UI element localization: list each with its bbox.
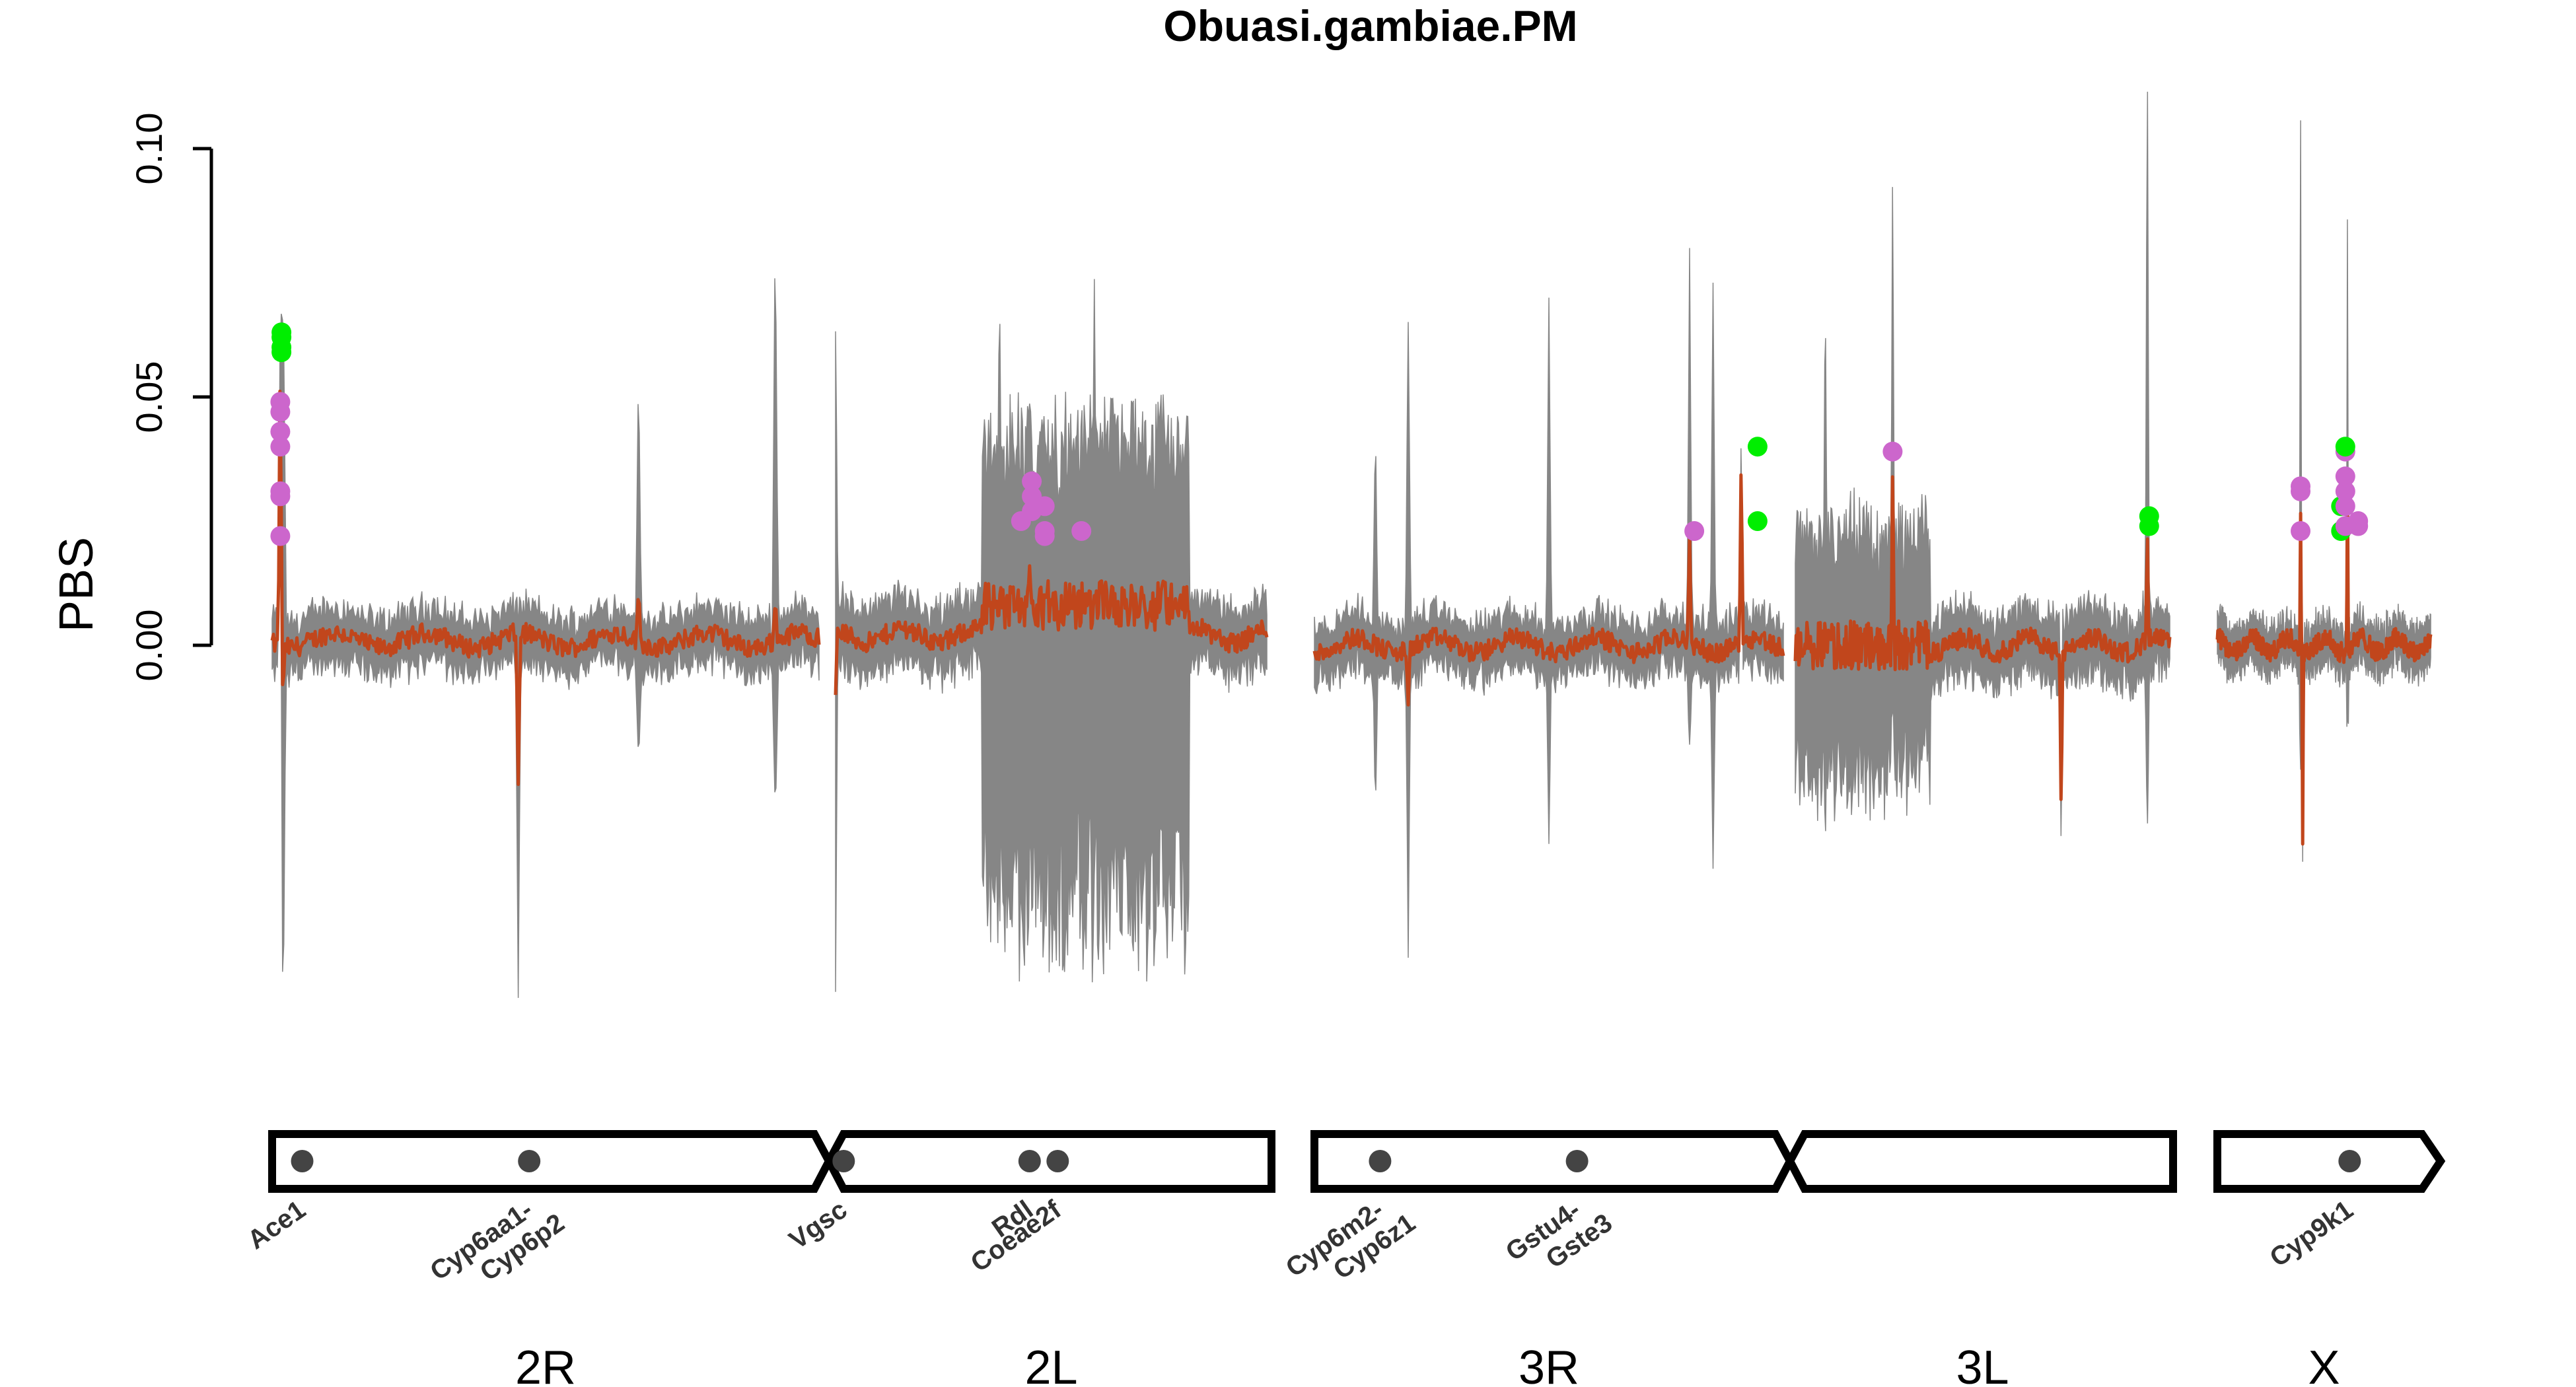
y-axis-label: PBS [50, 537, 103, 632]
y-tick-label-2: 0.10 [128, 113, 170, 185]
gene-markers [291, 1150, 2361, 1172]
highlight-point-0-4 [270, 421, 291, 442]
highlight-point-12-2 [2335, 481, 2355, 501]
band-X [2217, 120, 2431, 862]
gene-label-1: Cyp6aa1-Cyp6p2 [425, 1184, 569, 1310]
highlight-point-7-0 [1747, 511, 1768, 531]
chromosome-label-X: X [2308, 1341, 2340, 1387]
chromosome-X-outline [2213, 1130, 2446, 1193]
highlight-point-14-1 [2348, 511, 2369, 531]
highlight-point-4-1 [1034, 521, 1055, 541]
band-2L [835, 279, 1268, 992]
highlight-point-12-3 [2335, 466, 2355, 487]
y-tick-label-0: 0.00 [128, 610, 170, 682]
highlight-point-0-0 [270, 526, 291, 546]
band-3L [1795, 91, 2170, 836]
band-layer [271, 91, 2431, 998]
highlight-point-10-0 [2291, 521, 2310, 541]
series-line-3L [1793, 475, 2172, 801]
chromosome-label-3L: 3L [1956, 1341, 2009, 1387]
chromosome-label-2L: 2L [1024, 1341, 1077, 1387]
gene-marker-4 [1046, 1150, 1069, 1172]
highlight-point-8-0 [1882, 441, 1903, 462]
gene-marker-2 [832, 1150, 855, 1172]
highlight-point-7-1 [1747, 437, 1768, 457]
highlight-point-12-1 [2335, 496, 2355, 516]
gene-label-0: Ace1 [242, 1195, 311, 1255]
chromosome-3-outline [1310, 1130, 2177, 1193]
highlight-point-0-2 [270, 481, 291, 501]
gene-marker-3 [1018, 1150, 1041, 1172]
highlight-points [270, 322, 2369, 546]
highlight-point-4-2 [1034, 496, 1055, 516]
gene-label-line-7-0: Cyp9k1 [2265, 1195, 2359, 1273]
highlight-point-0-6 [270, 392, 291, 412]
gene-marker-1 [518, 1150, 541, 1172]
gene-label-line-2-0: Vgsc [784, 1195, 853, 1255]
highlight-point-10-2 [2291, 476, 2310, 497]
chromosome-label-2R: 2R [515, 1341, 576, 1387]
highlight-point-13-0 [2335, 437, 2355, 457]
gene-label-2: Vgsc [784, 1195, 853, 1255]
chromosome-label-3R: 3R [1519, 1341, 1579, 1387]
gene-marker-5 [1369, 1150, 1392, 1172]
series-line-3R [1312, 473, 1785, 707]
highlight-point-1-3 [271, 322, 292, 343]
highlight-point-0-3 [270, 437, 291, 457]
gene-marker-0 [291, 1150, 314, 1172]
chart-title: Obuasi.gambiae.PM [1163, 1, 1577, 50]
y-tick-label-1: 0.05 [128, 361, 170, 433]
highlight-point-5-0 [1071, 521, 1092, 541]
chromosome-2-outline [268, 1130, 1275, 1193]
highlight-point-3-2 [1022, 471, 1042, 491]
series-line-2R [270, 389, 821, 787]
gene-label-line-0-0: Ace1 [242, 1195, 311, 1255]
series-line-2L [834, 564, 1269, 695]
series-line-X [2215, 478, 2433, 846]
gene-label-6: Gstu4-Gste3 [1501, 1184, 1618, 1291]
gene-label-7: Cyp9k1 [2265, 1195, 2359, 1273]
y-axis: 0.00 0.05 0.10 [128, 113, 213, 682]
gene-marker-7 [2338, 1150, 2361, 1172]
chromosome-ideogram [268, 1130, 2446, 1193]
gene-label-5: Cyp6m2-Cyp6z1 [1281, 1184, 1421, 1306]
series-layer [270, 389, 2433, 846]
highlight-point-9-1 [2139, 506, 2159, 526]
chromosome-labels: 2R 2L 3R 3L X [515, 1341, 2340, 1387]
gene-marker-6 [1565, 1150, 1589, 1172]
highlight-point-6-0 [1684, 521, 1705, 541]
band-3R [1314, 248, 1784, 958]
